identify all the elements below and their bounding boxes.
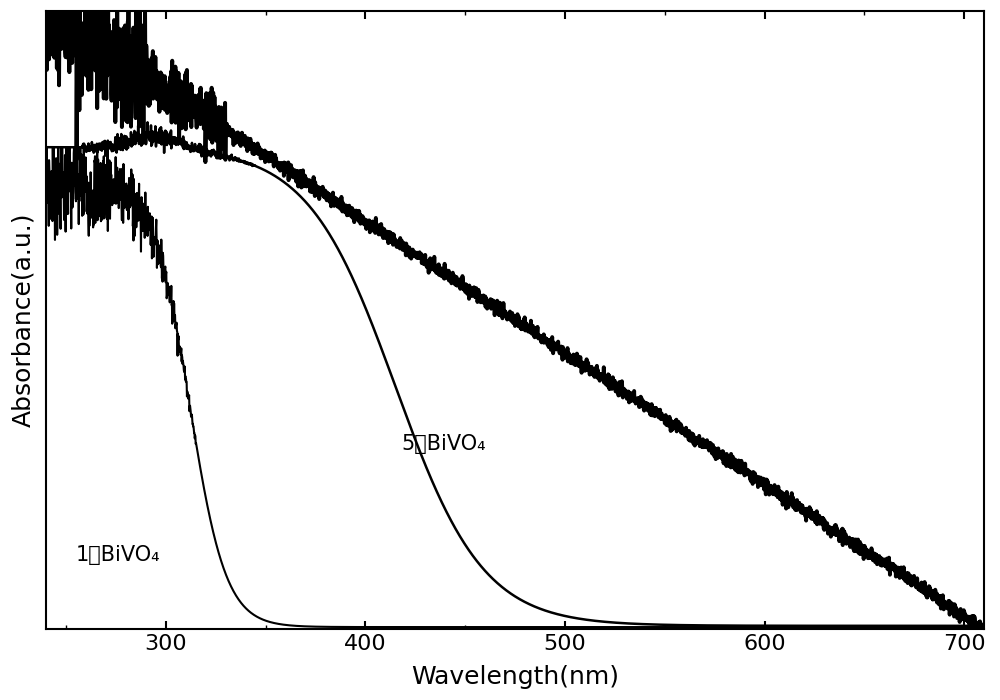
Y-axis label: Absorbance(a.u.): Absorbance(a.u.): [11, 213, 35, 427]
Text: 1层BiVO₄: 1层BiVO₄: [76, 545, 161, 565]
Text: 5层BiVO₄: 5层BiVO₄: [401, 433, 486, 454]
X-axis label: Wavelength(nm): Wavelength(nm): [411, 665, 619, 689]
